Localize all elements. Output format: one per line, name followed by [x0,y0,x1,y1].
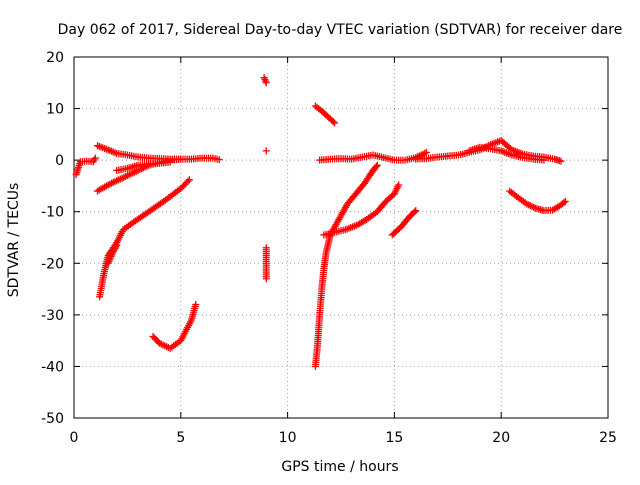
data-point [372,163,380,171]
data-point [262,147,270,155]
series-arc-r [506,187,569,215]
series-arc-e [96,176,193,301]
data-point [395,181,403,189]
y-tick-label: 20 [46,50,64,66]
data-point [91,154,99,162]
series-arc-k [311,102,339,127]
data-point [262,77,270,85]
data-point [412,207,420,215]
series-arc-g [149,301,200,352]
series-arc-o [316,148,430,164]
data-point [184,177,192,185]
series-arc-j [262,244,270,283]
data-point [192,301,200,309]
series-arc-l [311,161,381,370]
data-point [410,208,418,216]
data-point [112,243,120,251]
y-tick-label: -30 [41,308,64,324]
x-axis-label: GPS time / hours [281,459,398,475]
data-point [373,161,381,169]
x-tick-label: 10 [279,430,297,446]
x-tick-label: 20 [492,430,510,446]
y-tick-label: -50 [41,411,64,427]
data-point [422,148,430,156]
series-arc-a [72,154,99,179]
data-point [262,275,270,283]
data-point [329,118,337,126]
series-arc-q [465,143,548,164]
data-point [557,157,565,165]
series-arc-m [320,181,403,239]
data-point [560,199,568,207]
chart-title: Day 062 of 2017, Sidereal Day-to-day VTE… [58,22,623,38]
data-marks [72,74,569,370]
data-point [185,176,193,184]
gridlines [73,56,609,419]
series-arc-i [262,147,270,155]
series-arc-f [104,241,121,267]
series-arc-d [113,158,174,174]
data-point [331,119,339,127]
data-point [215,156,223,164]
y-tick-label: 0 [55,153,64,169]
series-arc-h [260,74,270,87]
y-tick-label: 10 [46,102,64,118]
y-axis-label: SDTVAR / TECUs [6,183,22,298]
axis-ticks: 0 5 10 15 20 25 -50 -40 -30 -20 -10 0 10 20 [41,50,617,446]
x-tick-label: 5 [176,430,185,446]
data-point [177,155,185,163]
series-arc-n [388,207,420,239]
data-point [561,197,569,205]
y-tick-label: -20 [41,256,64,272]
plot-frame [73,56,609,419]
x-tick-label: 15 [385,430,403,446]
data-point [166,158,174,166]
data-point [262,79,270,87]
data-point [261,75,269,83]
y-tick-label: -40 [41,359,64,375]
x-tick-label: 0 [70,430,79,446]
data-point [540,156,548,164]
data-point [113,241,121,249]
y-tick-label: -10 [41,205,64,221]
x-tick-label: 25 [599,430,617,446]
